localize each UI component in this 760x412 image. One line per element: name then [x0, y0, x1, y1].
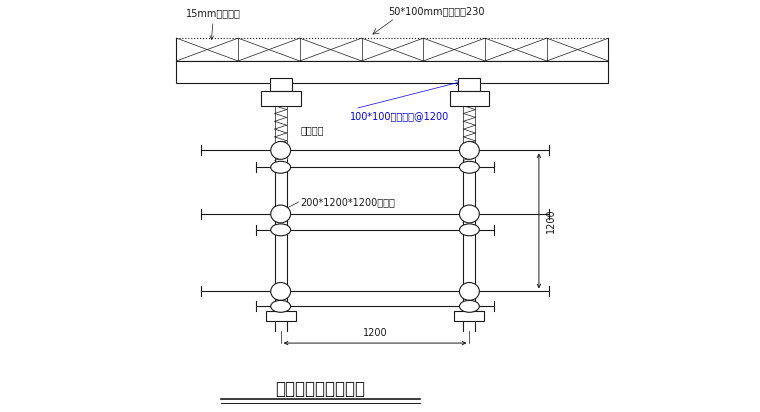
- Ellipse shape: [460, 283, 480, 300]
- Text: 1200: 1200: [363, 328, 388, 338]
- Ellipse shape: [271, 224, 290, 236]
- Ellipse shape: [460, 162, 480, 173]
- Text: 1200: 1200: [546, 208, 556, 233]
- Text: 100*100方木间距@1200: 100*100方木间距@1200: [350, 111, 449, 121]
- Text: 200*1200*1200碗扣架: 200*1200*1200碗扣架: [300, 197, 395, 207]
- Ellipse shape: [271, 205, 290, 223]
- Bar: [266, 311, 296, 321]
- Ellipse shape: [460, 141, 480, 159]
- Ellipse shape: [271, 300, 290, 312]
- Bar: [449, 91, 489, 106]
- Text: 50*100mm方木间距230: 50*100mm方木间距230: [388, 6, 484, 16]
- Bar: [270, 78, 292, 91]
- Ellipse shape: [271, 283, 290, 300]
- Ellipse shape: [271, 162, 290, 173]
- Bar: [261, 91, 300, 106]
- Bar: [458, 78, 480, 91]
- Bar: [176, 61, 609, 83]
- Ellipse shape: [460, 224, 480, 236]
- Text: 可调扯撑: 可调扯撑: [300, 126, 324, 136]
- Ellipse shape: [460, 300, 480, 312]
- Text: 顶板模板支设体系图: 顶板模板支设体系图: [275, 380, 366, 398]
- Ellipse shape: [271, 141, 290, 159]
- Text: 15mm厚多层板: 15mm厚多层板: [186, 8, 241, 40]
- Ellipse shape: [460, 205, 480, 223]
- Bar: [454, 311, 484, 321]
